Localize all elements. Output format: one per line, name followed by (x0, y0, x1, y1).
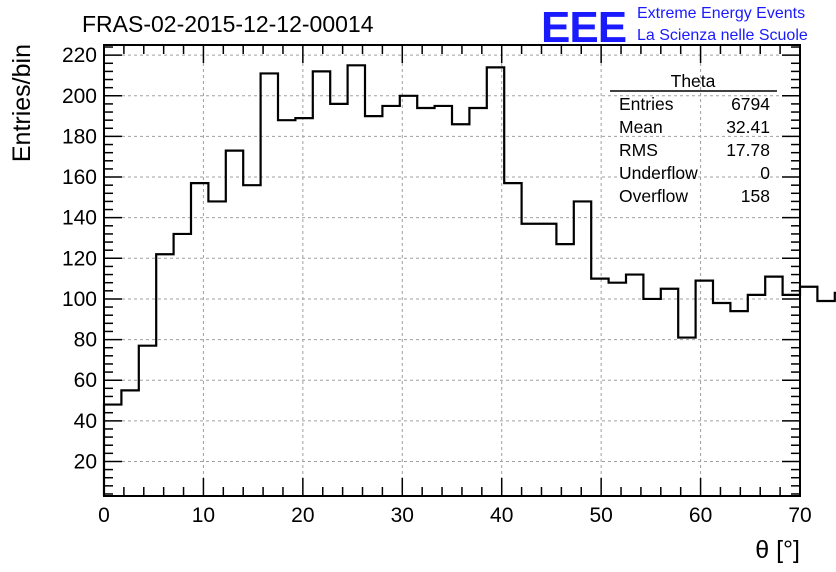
histogram-bin (626, 275, 643, 496)
plot-frame (103, 44, 801, 497)
stats-label: RMS (619, 140, 658, 160)
stats-box: Theta Entries 6794 Mean 32.41 RMS 17.78 Underf… (610, 71, 777, 206)
y-tick-label: 220 (62, 44, 97, 67)
histogram-bin (208, 201, 225, 496)
histogram-bin (191, 183, 208, 496)
logo-line-1: Extreme Energy Events (637, 5, 805, 22)
eee-logo: EEE Extreme Energy Events La Scienza nel… (541, 3, 808, 52)
y-tick-label: 200 (62, 85, 97, 108)
histogram-bin (330, 104, 347, 496)
histogram-bin (678, 338, 695, 496)
histogram-bin (174, 234, 191, 496)
logo-letters: EEE (541, 3, 626, 52)
x-tick-label: 20 (291, 504, 314, 527)
y-tick-label: 140 (62, 207, 97, 230)
histogram-bin (713, 303, 730, 496)
histogram-bin (382, 106, 399, 496)
histogram-bin (765, 277, 782, 496)
x-tick-label: 10 (192, 504, 215, 527)
axis-ticks (103, 45, 801, 496)
x-axis-title: θ [°] (755, 536, 800, 564)
stats-label: Underflow (619, 163, 698, 183)
histogram-bin (522, 224, 539, 496)
histogram-bin (609, 283, 626, 496)
histogram-bin (104, 405, 121, 496)
chart-title: FRAS-02-2015-12-12-00014 (82, 11, 374, 37)
histogram-bin (817, 301, 834, 496)
histogram-bin (696, 281, 713, 496)
y-tick-label: 40 (74, 410, 97, 433)
histogram-bin (348, 65, 365, 496)
stats-value: 158 (741, 186, 770, 206)
x-tick-label: 60 (689, 504, 712, 527)
y-tick-label: 120 (62, 247, 97, 270)
stats-label: Overflow (619, 186, 688, 206)
stats-title: Theta (671, 71, 716, 91)
histogram-bin (435, 106, 452, 496)
histogram-bin (313, 71, 330, 496)
y-tick-label: 20 (74, 450, 97, 473)
histogram-bin (243, 185, 260, 496)
histogram-bin (469, 108, 486, 496)
tick-labels: 0 10 20 30 40 50 60 70 20 40 60 80 100 120 140 160 180 20… (62, 44, 812, 527)
stats-value: 17.78 (726, 140, 770, 160)
histogram-bin (539, 224, 556, 496)
histogram-bin (452, 124, 469, 496)
stats-label: Entries (619, 94, 674, 114)
x-tick-label: 0 (98, 504, 110, 527)
histogram-bin (365, 116, 382, 496)
stats-value: 6794 (731, 94, 770, 114)
stats-value: 0 (760, 163, 770, 183)
histogram-bin (121, 390, 138, 496)
histogram-bin (661, 289, 678, 496)
histogram-bin (748, 295, 765, 496)
histogram-bin (800, 287, 817, 496)
histogram-bin (591, 279, 608, 496)
y-tick-label: 180 (62, 125, 97, 148)
x-tick-label: 50 (589, 504, 612, 527)
y-tick-label: 60 (74, 369, 97, 392)
grid (104, 45, 800, 496)
y-tick-label: 160 (62, 166, 97, 189)
y-tick-label: 80 (74, 329, 97, 352)
x-tick-label: 30 (391, 504, 414, 527)
histogram-bin (417, 108, 434, 496)
histogram-bin (226, 151, 243, 496)
x-tick-label: 40 (490, 504, 513, 527)
stats-rows: Entries 6794 Mean 32.41 RMS 17.78 Underflow 0 Ov… (619, 94, 770, 206)
histogram-bin (643, 299, 660, 496)
histogram-bin (261, 73, 278, 496)
y-tick-label: 100 (62, 288, 97, 311)
logo-line-2: La Scienza nelle Scuole (637, 27, 808, 44)
stats-label: Mean (619, 117, 663, 137)
histogram-bin (156, 254, 173, 496)
histogram-bin (574, 201, 591, 496)
histogram-bin (295, 118, 312, 496)
histogram-bin (783, 295, 800, 496)
y-axis-title: Entries/bin (8, 44, 36, 162)
x-tick-label: 70 (788, 504, 811, 527)
stats-value: 32.41 (726, 117, 770, 137)
histogram-bin (730, 311, 747, 496)
histogram-bin (556, 244, 573, 496)
histogram-bin (278, 120, 295, 496)
